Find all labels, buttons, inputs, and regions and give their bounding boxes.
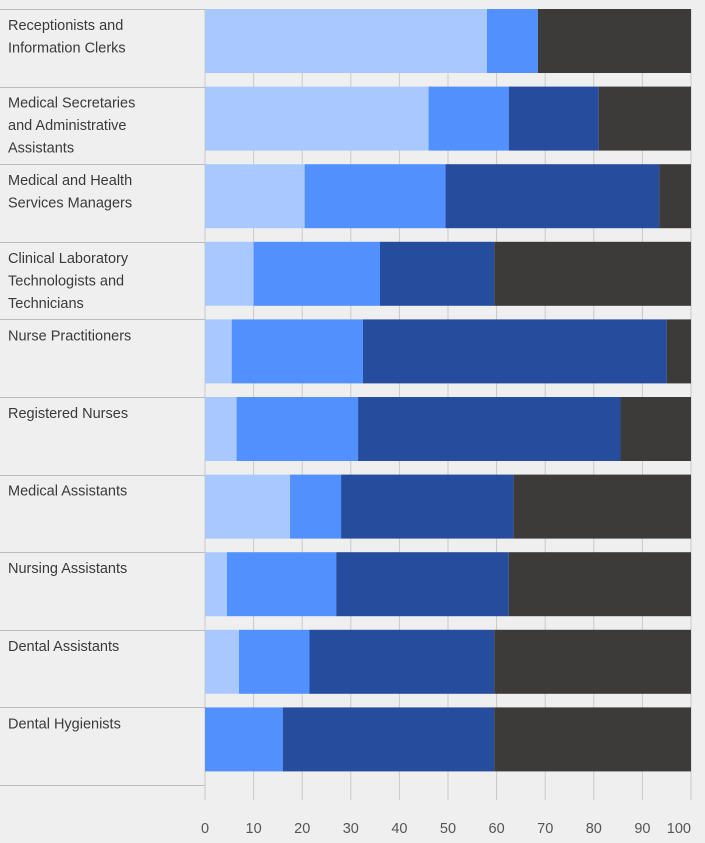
category-label-line: Medical Assistants: [8, 484, 127, 500]
bar-segment: [205, 86, 429, 151]
bar-segment: [358, 397, 621, 461]
bar-segment: [666, 319, 691, 384]
bar-segment: [362, 319, 667, 384]
bar-segment: [620, 397, 691, 461]
category-label-line: Assistants: [8, 141, 74, 157]
x-tick-label: 90: [634, 821, 650, 837]
category-label: Dental Assistants: [8, 639, 119, 655]
bar-segment: [428, 86, 509, 151]
bar-segment: [494, 629, 691, 694]
bar-segment: [486, 9, 538, 73]
bar-segment: [379, 241, 495, 306]
category-label-line: Technologists and: [8, 273, 124, 289]
category-label-line: Technicians: [8, 296, 84, 312]
bar-segment: [205, 164, 305, 229]
category-label-line: Medical Secretaries: [8, 96, 135, 112]
x-tick-label: 80: [586, 821, 602, 837]
category-label-line: Receptionists and: [8, 18, 123, 34]
bar-segment: [253, 241, 380, 306]
x-tick-label: 0: [201, 821, 209, 837]
category-label-line: Registered Nurses: [8, 406, 128, 422]
category-label-line: Clinical Laboratory: [8, 251, 129, 267]
bar-segment: [205, 241, 254, 306]
bar-segment: [508, 86, 599, 151]
bar-segment: [309, 629, 495, 694]
bar-segment: [513, 474, 691, 539]
bar-segment: [205, 629, 240, 694]
x-tick-label: 50: [440, 821, 456, 837]
x-tick-label: 100: [667, 821, 691, 837]
bar-segment: [290, 474, 342, 539]
bar-segment: [205, 9, 487, 73]
bar-segment: [236, 397, 359, 461]
bar-segment: [494, 241, 691, 306]
category-label-line: Nursing Assistants: [8, 561, 127, 577]
bar-segment: [226, 552, 337, 617]
x-tick-label: 30: [343, 821, 359, 837]
category-label: Registered Nurses: [8, 406, 128, 422]
bar-segment: [205, 319, 232, 384]
row-separators: [0, 9, 205, 786]
category-label-line: Nurse Practitioners: [8, 328, 131, 344]
category-label: Medical and Health Services Managers: [8, 173, 132, 212]
category-label: Medical Secretaries and Administrative Ass…: [8, 96, 135, 157]
bar-segment: [205, 397, 237, 461]
bar-segment: [659, 164, 691, 229]
bar-segment: [205, 474, 291, 539]
category-label-line: Medical and Health: [8, 173, 132, 189]
category-label-line: and Administrative: [8, 118, 126, 134]
bar-segment: [598, 86, 691, 151]
x-tick-label: 40: [391, 821, 407, 837]
category-label-line: Dental Assistants: [8, 639, 119, 655]
category-label: Dental Hygienists: [8, 716, 121, 732]
category-label: Clinical Laboratory Technologists and Tech…: [8, 251, 129, 312]
x-tick-label: 70: [537, 821, 553, 837]
bar-segment: [445, 164, 660, 229]
category-label-line: Information Clerks: [8, 41, 126, 57]
bars: [205, 9, 691, 772]
bar-segment: [494, 707, 691, 772]
bar-segment: [205, 707, 283, 772]
category-label: Receptionists and Information Clerks: [8, 18, 126, 57]
category-label: Nurse Practitioners: [8, 328, 131, 344]
category-label: Nursing Assistants: [8, 561, 127, 577]
bar-segment: [205, 552, 227, 617]
bar-segment: [231, 319, 363, 384]
bar-segment: [537, 9, 691, 73]
bar-segment: [304, 164, 446, 229]
bar-segment: [508, 552, 691, 617]
bar-segment: [336, 552, 509, 617]
x-tick-labels: 0 10 20 30 40 50 60 70 80 90 100: [201, 821, 691, 837]
bar-segment: [282, 707, 495, 772]
bar-segment: [239, 629, 310, 694]
bar-segment: [341, 474, 514, 539]
category-label-line: Dental Hygienists: [8, 716, 121, 732]
x-tick-label: 60: [489, 821, 505, 837]
category-label: Medical Assistants: [8, 484, 127, 500]
x-tick-label: 20: [294, 821, 310, 837]
category-labels: Receptionists and Information Clerks Medic…: [8, 18, 135, 732]
category-label-line: Services Managers: [8, 196, 132, 212]
x-tick-label: 10: [246, 821, 262, 837]
